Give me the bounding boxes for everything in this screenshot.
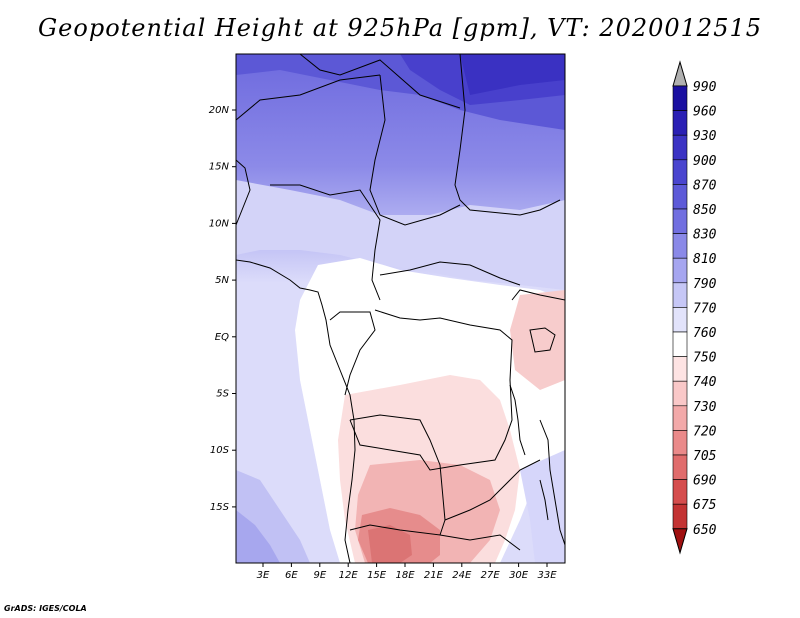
coastline-north (236, 159, 251, 226)
colorbar-segment (672, 356, 688, 382)
colorbar-level-label: 790 (693, 277, 717, 292)
colorbar-segment (672, 134, 688, 161)
colorbar-level-label: 770 (693, 301, 717, 316)
colorbar-level-label: 930 (693, 129, 717, 144)
colorbar-segment (672, 282, 688, 308)
lon-axis: 3E 6E 9E 12E 15E 18E 21E 24E 27E 30E 33E (257, 563, 557, 581)
lat-tick-label: 10N (209, 218, 230, 229)
colorbar-level-label: 850 (693, 203, 717, 218)
lat-tick-label: 5N (215, 275, 229, 286)
colorbar-level-label: 990 (693, 80, 717, 95)
contour-790 (236, 180, 565, 290)
colorbar-level-label: 900 (693, 154, 717, 169)
border-drc (349, 309, 513, 471)
contour-810-sw (236, 510, 280, 563)
colorbar-segment (672, 405, 688, 431)
colorbar-segment (672, 257, 688, 284)
colorbar-segment (672, 159, 688, 185)
lat-tick-label: 15N (209, 162, 230, 173)
map-title: Geopotential Height at 925hPa [gpm], VT:… (38, 14, 762, 42)
colorbar-level-label: 720 (693, 424, 717, 439)
colorbar-segment (672, 430, 688, 456)
border-sudan (454, 54, 561, 216)
lat-tick-label: 15S (210, 502, 230, 513)
colorbar-segment (672, 85, 688, 111)
border-libya-north (299, 54, 461, 109)
colorbar-segment (672, 233, 688, 259)
contour-930 (460, 54, 565, 95)
lon-tick-label: 15E (367, 570, 387, 581)
colorbar-level-label: 960 (693, 105, 717, 120)
colorbar-level-label: 810 (693, 252, 717, 267)
colorbar-level-label: 740 (693, 375, 717, 390)
contour-705 (368, 525, 412, 563)
colorbar-under-arrow (672, 528, 688, 555)
lat-tick-label: EQ (215, 332, 229, 343)
colorbar-over-arrow (672, 60, 688, 87)
border-congo (329, 311, 376, 396)
colorbar-level-label: 675 (693, 498, 717, 513)
colorbar-level-label: 830 (693, 228, 717, 243)
colorbar-segment (672, 331, 688, 357)
lat-tick-label: 5S (216, 389, 229, 400)
border-chad (369, 74, 461, 226)
colorbar-segment (672, 479, 688, 505)
colorbar-segment (672, 110, 688, 136)
colorbar-segment (672, 380, 688, 407)
colorbar-segment (672, 184, 688, 210)
lon-tick-label: 6E (285, 570, 298, 581)
height-field (236, 54, 565, 563)
colorbar-level-label: 760 (693, 326, 717, 341)
contour-790-se (520, 450, 565, 563)
contour-750-east (510, 290, 565, 390)
lon-tick-label: 33E (537, 570, 557, 581)
colorbar-level-label: 690 (693, 474, 717, 489)
colorbar-segment (672, 503, 688, 530)
lon-tick-label: 12E (339, 570, 359, 581)
lat-axis: 20N 15N 10N 5N EQ 5S 10S 15S (209, 105, 236, 513)
coast-east (539, 419, 565, 546)
lon-tick-label: 3E (257, 570, 270, 581)
lon-tick-label: 24E (452, 570, 472, 581)
border-car (379, 261, 521, 286)
map-border (235, 53, 566, 564)
grads-credit: GrADS: IGES/COLA (4, 604, 87, 613)
border-nigeria (270, 184, 381, 301)
colorbar-segment (672, 454, 688, 480)
border-east (511, 289, 565, 301)
colorbar-level-label: 650 (693, 523, 717, 538)
colorbar-level-label: 870 (693, 178, 717, 193)
colorbar-level-label: 705 (693, 449, 717, 464)
lon-tick-label: 27E (481, 570, 501, 581)
lon-tick-label: 9E (313, 570, 326, 581)
colorbar-segment (672, 208, 688, 234)
colorbar: 990 960 930 900 870 850 830 810 790 770 760 750 740 7… (672, 60, 717, 555)
border-angola (349, 414, 446, 536)
lon-tick-label: 30E (509, 570, 529, 581)
lake-victoria (529, 327, 556, 353)
colorbar-level-label: 730 (693, 400, 717, 415)
borders-layer (236, 54, 565, 563)
coastline-west-africa (236, 259, 356, 563)
lon-tick-label: 18E (395, 570, 415, 581)
lat-tick-label: 10S (210, 445, 230, 456)
border-niger (236, 74, 381, 121)
border-zambia (444, 459, 541, 521)
lake-tanganyika (509, 384, 526, 456)
border-namibia (439, 534, 521, 551)
colorbar-level-label: 750 (693, 351, 717, 366)
lake-malawi (539, 479, 549, 521)
colorbar-segment (672, 307, 688, 333)
lat-tick-label: 20N (209, 105, 230, 116)
lon-tick-label: 21E (424, 570, 444, 581)
